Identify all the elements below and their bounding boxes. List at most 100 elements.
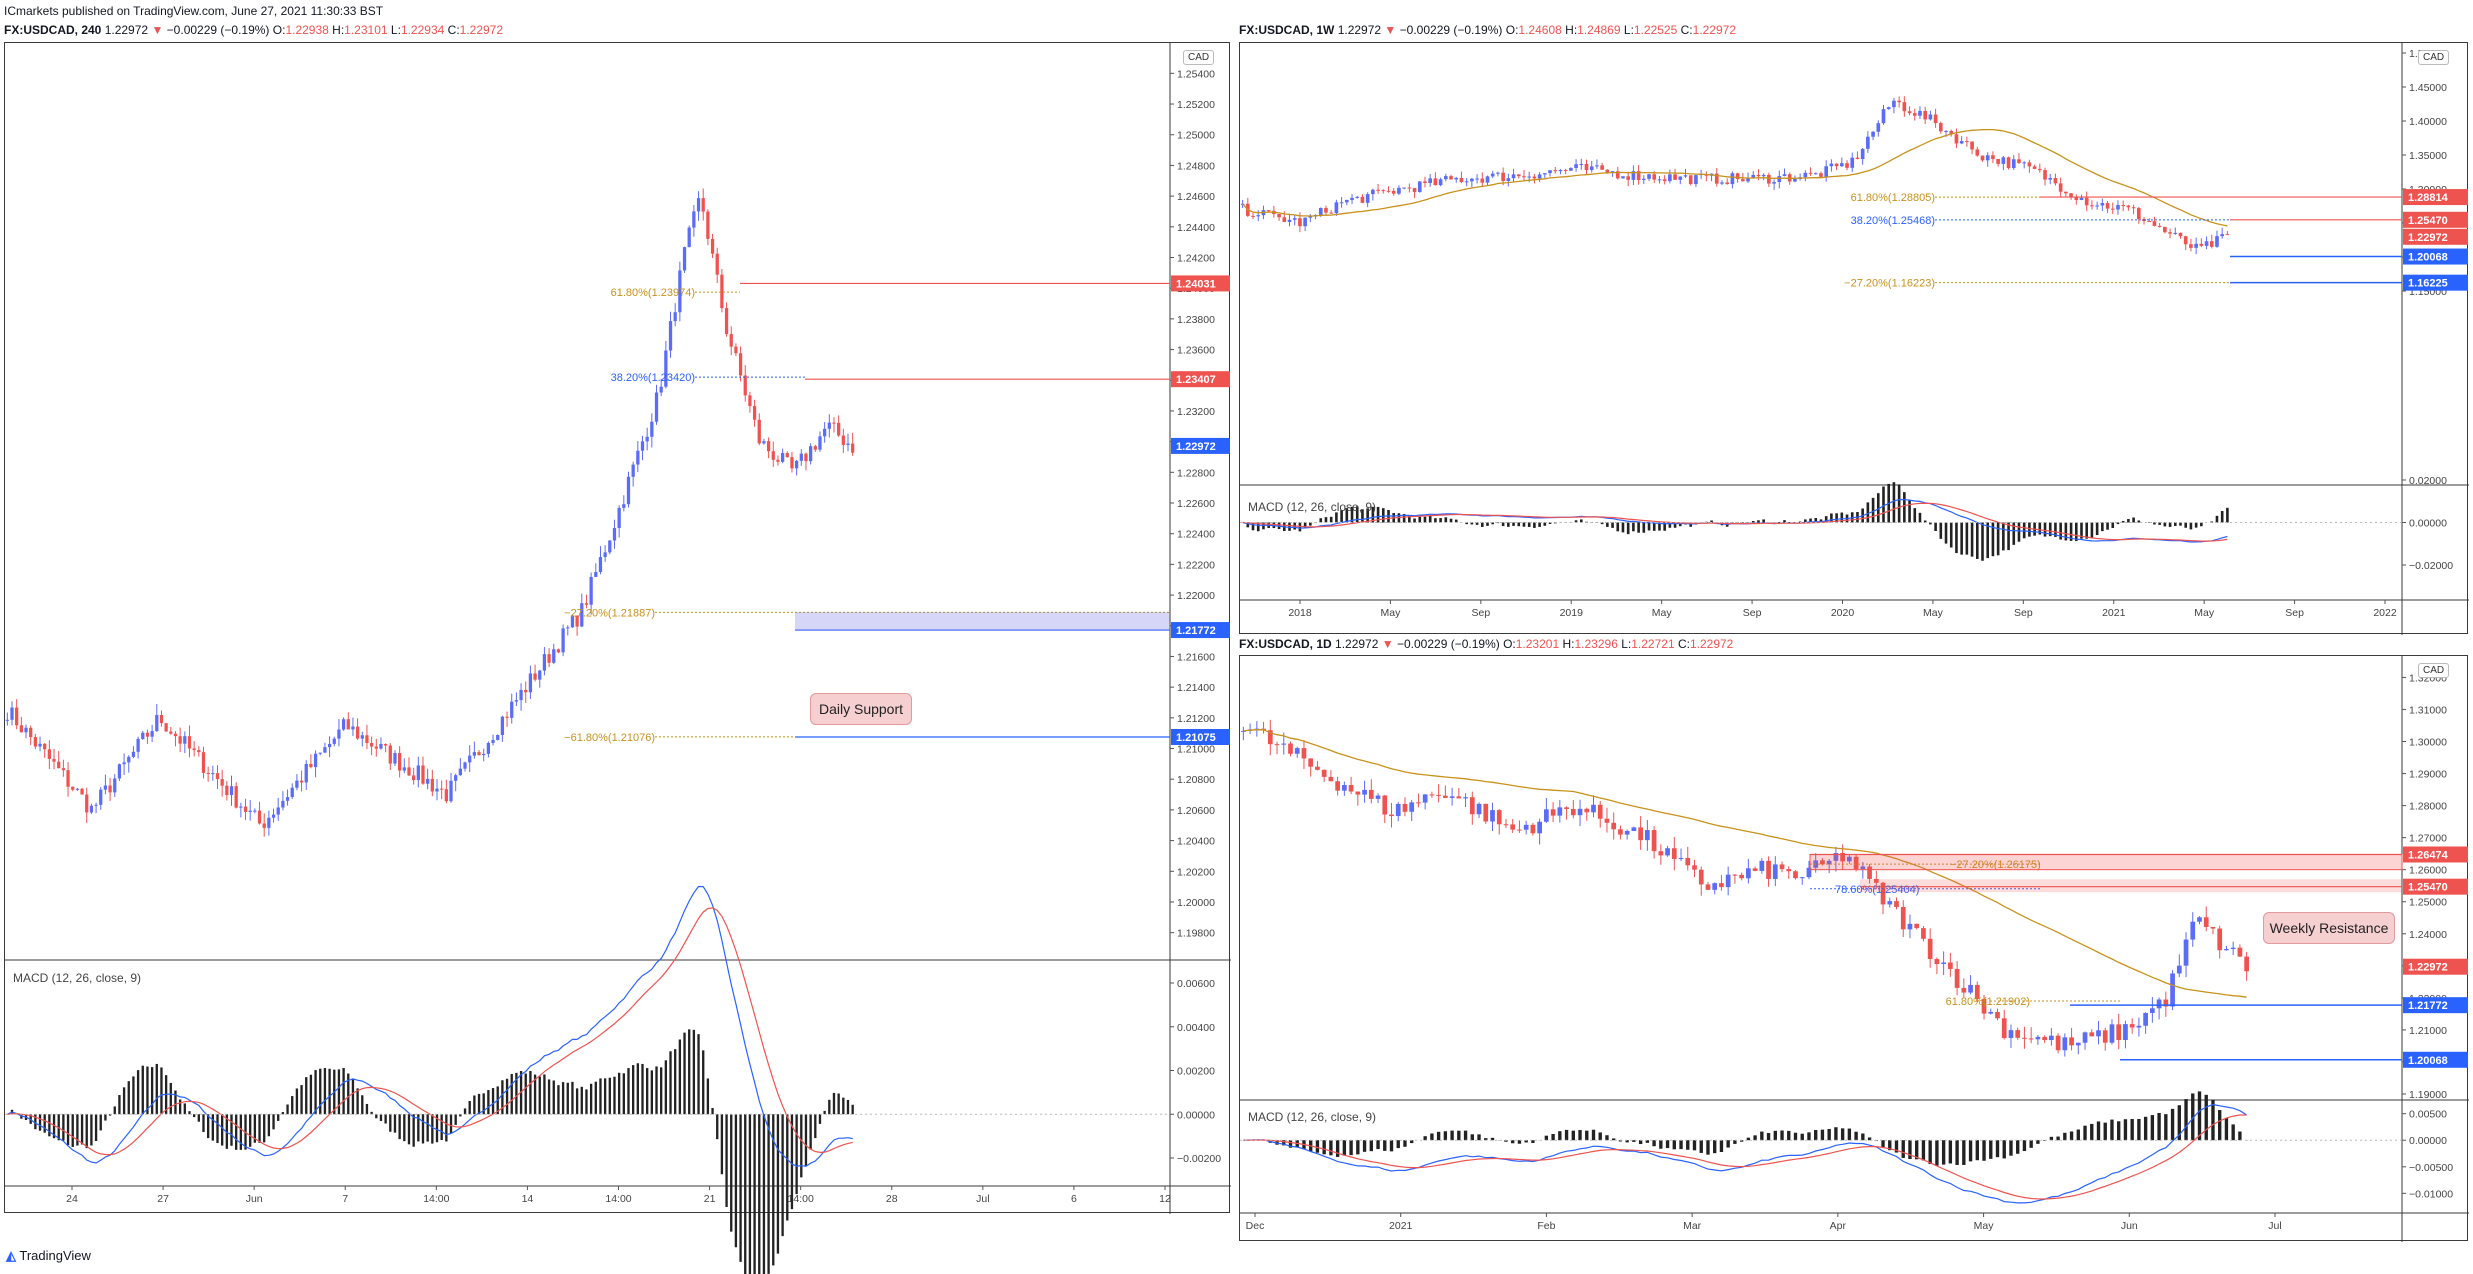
d1-candle-body <box>2244 956 2249 972</box>
tradingview-logo[interactable]: ◭ TradingView <box>6 1248 91 1264</box>
h4-macd-tick-label: 0.00200 <box>1177 1066 1215 1078</box>
h4-zone-rect <box>795 611 1170 631</box>
h4-candle-body <box>776 459 780 462</box>
daily-support-text: Daily Support <box>818 701 904 717</box>
d1-closeval: 1.22972 <box>1689 637 1734 651</box>
w1-candle-body <box>2011 159 2016 169</box>
h4-candle-body <box>808 446 813 462</box>
w1-candle-body <box>2199 243 2204 246</box>
h4-candle-body <box>738 353 743 376</box>
d1-candle-body <box>1692 865 1697 870</box>
h4-candle-body <box>659 386 663 393</box>
w1-fib-label: 38.20%(1.25468) <box>1851 215 1935 227</box>
d1-candle-body <box>1927 938 1933 960</box>
h4-price-tag-text: 1.21075 <box>1176 732 1216 744</box>
w1-candle-body <box>1730 173 1735 185</box>
w1-xtick-label: Sep <box>1471 607 1490 619</box>
d1-candle-body <box>1591 804 1596 813</box>
h4-candle-body <box>547 654 551 663</box>
h4-chart-panel[interactable]: 1.25400 1.25200 1.25000 1.24800 1.24600 1.244… <box>4 42 1231 1274</box>
w1-xtick-label: May <box>1380 607 1401 619</box>
h4-candle-body <box>47 749 52 759</box>
h4-candle-body <box>724 308 729 335</box>
d1-moving-average-line <box>1243 729 2247 998</box>
d1-candle-body <box>1483 803 1489 822</box>
w1-candle-body <box>1735 173 1740 180</box>
d1-ytick-label: 1.27000 <box>2409 833 2447 845</box>
d1-candle-body <box>1321 769 1327 777</box>
h4-price-tag-text: 1.24031 <box>1176 278 1216 290</box>
h4-candle-body <box>267 817 271 828</box>
h4-candle-body <box>407 767 411 776</box>
d1-candle-body <box>1241 730 1246 732</box>
d1-macd-tick-label: −0.01000 <box>2409 1188 2453 1200</box>
w1-candle-body <box>1782 174 1787 177</box>
w1-candle-body <box>1470 178 1474 182</box>
w1-candle-body <box>2183 236 2188 245</box>
w1-candle-body <box>2017 159 2021 163</box>
w1-candle-body <box>2006 157 2011 169</box>
w1-candle-body <box>1756 174 1761 177</box>
d1-ytick-label: 1.30000 <box>2409 737 2447 749</box>
h4-candle-body <box>612 528 617 541</box>
h4-candle-body <box>496 735 500 740</box>
h4-candle-body <box>248 810 252 812</box>
h4-price-tag-text: 1.23407 <box>1176 374 1216 386</box>
h4-candle-body <box>276 807 280 815</box>
d1-candle-body <box>1880 882 1886 905</box>
h4-candle-body <box>720 274 724 309</box>
w1-price-tag-text: 1.25470 <box>2408 215 2448 227</box>
h4-candle-body <box>351 726 355 730</box>
d1-xtick-label: May <box>1974 1220 1995 1232</box>
w1-candle-body <box>1850 157 1855 168</box>
w1-chart-panel[interactable]: 1.500001.450001.400001.350001.300001.250… <box>1239 42 2469 635</box>
w1-candle-body <box>1324 207 1328 213</box>
d1-macd-tick-label: 0.00000 <box>2409 1135 2447 1147</box>
h4-candle-body <box>412 775 416 781</box>
d1-candle-body <box>2055 1035 2061 1051</box>
h4-candle-body <box>799 453 803 461</box>
h4-candle-body <box>318 752 322 754</box>
d1-candle-body <box>1759 860 1765 871</box>
w1-candle-body <box>1459 177 1464 183</box>
h4-price-tag-bg <box>1171 622 1230 639</box>
d1-candle-body <box>1934 959 1940 965</box>
d1-candle-body <box>1490 810 1495 822</box>
w1-candle-body <box>1819 173 1823 177</box>
h4-macd-line <box>7 885 853 1167</box>
w1-candle-body <box>1506 178 1511 182</box>
w1-candle-body <box>1558 170 1563 172</box>
w1-candle-body <box>1892 100 1896 108</box>
d1-candle-body <box>1873 878 1879 883</box>
h4-candle-body <box>290 787 294 798</box>
h4-candle-body <box>89 805 94 813</box>
d1-candle-body <box>1544 809 1549 822</box>
h4-candle-body <box>323 747 327 753</box>
h4-candle-body <box>827 422 831 429</box>
h4-candle-body <box>33 737 37 747</box>
w1-candle-body <box>1991 155 1995 159</box>
h4-xtick-label: Jun <box>246 1193 263 1205</box>
h4-candle-body <box>813 446 817 450</box>
w1-candle-body <box>1938 123 1943 132</box>
d1-candle-body <box>2015 1030 2021 1038</box>
d1-ytick-label: 1.19000 <box>2409 1089 2447 1101</box>
h4-price-tag-bg <box>1171 371 1230 388</box>
w1-candle-body <box>1985 155 1990 161</box>
w1-candle-body <box>1740 179 1745 182</box>
h4-ytick-label: 1.25200 <box>1177 99 1215 111</box>
w1-moving-average-line <box>1242 128 2228 227</box>
h4-candle-body <box>103 785 108 790</box>
d1-candle-body <box>1712 883 1718 890</box>
d1-xtick-label: Feb <box>1537 1220 1555 1232</box>
d1-macd-tick-label: 0.00500 <box>2409 1109 2447 1121</box>
w1-candle-body <box>1668 174 1672 182</box>
h4-candle-body <box>38 743 42 747</box>
w1-candle-body <box>1595 165 1599 167</box>
w1-candle-body <box>2225 234 2230 236</box>
d1-candle-body <box>1436 794 1441 796</box>
d1-chart-panel[interactable]: 1.32000 1.31000 1.30000 1.29000 1.28000 1.270… <box>1239 655 2469 1242</box>
d1-fib-label: 61.80%(1.21902) <box>1946 996 2030 1008</box>
w1-macd-label: MACD (12, 26, close, 9) <box>1248 500 1377 514</box>
d1-candle-body <box>1604 818 1610 823</box>
